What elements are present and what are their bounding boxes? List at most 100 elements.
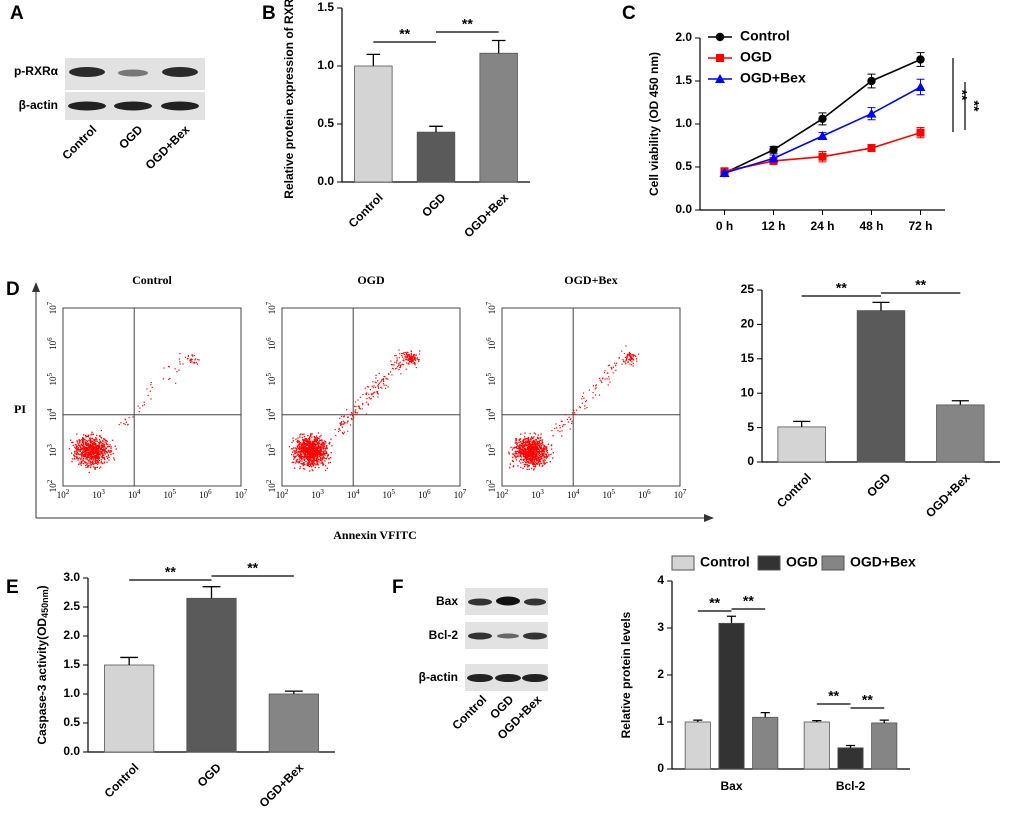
event-dot: [394, 355, 396, 357]
event-dot: [375, 377, 377, 379]
event-dot: [84, 449, 87, 452]
event-dot: [93, 443, 95, 445]
event-dot: [82, 445, 84, 447]
event-dot: [301, 449, 303, 452]
flow-x-tick: 102: [276, 488, 289, 500]
event-dot: [320, 449, 322, 451]
event-dot: [409, 358, 411, 360]
event-dot: [536, 463, 538, 465]
event-dot: [406, 359, 409, 361]
event-dot: [611, 367, 613, 369]
flow-frame: [281, 307, 461, 487]
event-dot: [321, 439, 323, 441]
event-dot: [109, 451, 111, 453]
event-dot: [531, 441, 534, 443]
event-dot: [108, 459, 110, 461]
event-dot: [538, 465, 541, 467]
event-dot: [321, 446, 323, 448]
event-dot: [535, 443, 537, 445]
event-dot: [608, 378, 610, 380]
bar: [104, 664, 155, 753]
event-dot: [323, 452, 325, 455]
legend-label: Control: [700, 554, 750, 570]
event-dot: [569, 428, 571, 430]
event-dot: [104, 449, 107, 451]
event-dot: [529, 454, 532, 456]
y-tick-label: 1.0: [317, 58, 334, 72]
event-dot: [633, 354, 635, 356]
event-dot: [534, 445, 537, 448]
event-dot: [581, 395, 584, 398]
event-dot: [539, 458, 541, 460]
event-dot: [90, 457, 92, 459]
event-dot: [346, 416, 349, 418]
event-dot: [305, 454, 307, 456]
event-dot: [529, 445, 531, 447]
event-dot: [94, 442, 96, 444]
event-dot: [351, 418, 353, 421]
event-dot: [526, 440, 528, 442]
event-dot: [93, 458, 95, 460]
event-dot: [311, 447, 313, 450]
event-dot: [546, 450, 549, 452]
event-dot: [530, 459, 533, 461]
event-dot: [378, 383, 380, 386]
event-dot: [300, 445, 302, 447]
event-dot: [309, 456, 311, 458]
marker: [768, 153, 779, 163]
flow-x-tick: 107: [674, 488, 687, 500]
event-dot: [112, 439, 114, 442]
event-dot: [404, 351, 406, 354]
event-dot: [520, 459, 523, 461]
event-dot: [378, 382, 380, 384]
event-dot: [82, 438, 84, 440]
event-dot: [325, 452, 327, 454]
event-dot: [629, 358, 631, 360]
event-dot: [354, 411, 356, 413]
event-dot: [539, 447, 542, 450]
event-dot: [518, 447, 520, 449]
tick-base: 10: [311, 490, 321, 500]
tick-base: 10: [276, 490, 286, 500]
event-dot: [396, 357, 398, 359]
event-dot: [400, 364, 402, 366]
event-dot: [87, 435, 90, 438]
event-dot: [97, 451, 99, 454]
bar: [803, 721, 830, 770]
event-dot: [416, 358, 418, 360]
event-dot: [339, 429, 341, 431]
event-dot: [524, 445, 526, 448]
event-dot: [321, 459, 323, 461]
event-dot: [533, 452, 535, 454]
event-dot: [314, 440, 317, 442]
event-dot: [528, 447, 530, 449]
event-dot: [317, 446, 319, 449]
event-dot: [303, 452, 306, 455]
event-dot: [545, 456, 547, 458]
tick-exp: 6: [427, 488, 431, 496]
event-dot: [191, 358, 193, 361]
event-dot: [362, 393, 364, 396]
marker: [915, 82, 926, 92]
event-dot: [313, 464, 315, 466]
event-dot: [326, 454, 329, 456]
event-dot: [528, 445, 530, 448]
event-dot: [415, 354, 417, 356]
y-axis-label: Caspase-3 activity(OD450nm): [35, 585, 50, 744]
event-dot: [512, 453, 515, 455]
event-dot: [592, 385, 594, 387]
event-dot: [374, 381, 376, 383]
event-dot: [509, 467, 511, 469]
event-dot: [601, 378, 604, 380]
event-dot: [90, 449, 92, 451]
event-dot: [298, 454, 300, 456]
event-dot: [372, 386, 374, 389]
event-dot: [615, 369, 617, 371]
event-dot: [307, 448, 309, 450]
event-dot: [532, 452, 534, 454]
event-dot: [115, 448, 117, 450]
event-dot: [89, 453, 91, 456]
event-dot: [511, 449, 514, 451]
event-dot: [299, 466, 301, 468]
event-dot: [308, 459, 310, 461]
